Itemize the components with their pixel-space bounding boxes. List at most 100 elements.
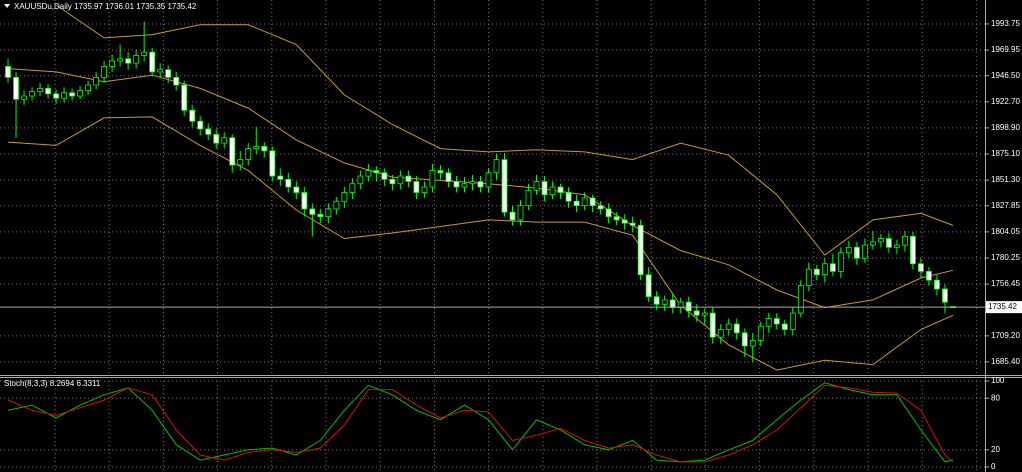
y-tick-label: 1851.30 [991,175,1020,184]
candle-body [189,109,196,122]
y-tick-label: 1875.10 [991,149,1020,158]
candle-body [573,200,580,207]
candle-body [37,87,43,93]
y-tick-label: 20 [991,445,1000,454]
candle-body [61,92,67,99]
candle-body [653,296,660,305]
indicator-line [7,384,954,463]
candle-body [485,172,492,188]
candle-body [853,246,860,259]
candle-body [661,299,668,305]
candle-body [886,238,892,248]
candle-body [894,244,900,248]
candle-body [437,170,444,174]
candle-body [797,285,804,314]
candle-body [269,150,276,177]
candle-body [373,170,380,174]
candle-body [837,252,844,272]
candle-body [125,58,132,64]
candle-body [389,178,396,185]
candle-body [21,95,27,100]
candle-body [613,216,620,221]
y-tick-label: 1922.70 [991,97,1020,106]
candle-body [781,323,788,330]
y-tick-label: 1827.85 [991,201,1020,210]
candle-body [517,205,524,221]
candle-body [261,146,268,152]
y-tick-label: 1780.25 [991,253,1020,262]
candle-body [877,238,884,243]
y-tick-label: 1756.45 [991,279,1020,288]
candle-body [902,235,908,246]
candle-body [173,76,180,86]
candle-body [926,271,932,281]
candle-body [685,301,692,312]
candle-body [317,214,324,218]
candle-body [429,170,436,188]
candle-body [149,51,156,73]
candle-body [733,323,740,334]
candle-body [605,208,612,218]
candle-body [301,192,308,210]
candle-body [934,279,940,290]
y-tick-label: 80 [991,393,1000,402]
candle-body [53,93,59,99]
candle-body [229,137,236,166]
candle-body [637,224,644,276]
candle-body [565,192,572,202]
candle-body [581,197,588,207]
candle-body [117,58,124,62]
candle-body [469,181,476,185]
candle-body [45,87,51,95]
current-price-label: 1735.42 [988,302,1017,311]
candle-body [693,310,700,316]
candle-body [741,332,748,347]
indicator-line [7,382,954,463]
candle-body [701,312,708,316]
candle-body [101,66,108,78]
candle-body [197,120,204,130]
candle-body [821,263,828,276]
candle-body [293,186,300,193]
candle-body [557,186,564,193]
candle-body [69,92,75,97]
candle-body [325,208,332,218]
current-price-box [986,301,1022,314]
chart-title: Stoch(8,3,3) 8.2694 6.3311 [4,379,101,388]
candle-body [5,66,11,78]
candle-body [237,159,244,166]
candle-body [942,288,948,303]
candle-body [165,69,172,78]
candle-body [477,181,484,188]
y-tick-label: 1898.90 [991,123,1020,132]
candle-body [141,51,148,56]
candle-body [365,170,372,177]
candle-body [221,137,228,144]
y-tick-label: 1969.95 [991,45,1020,54]
candle-body [333,200,340,210]
candle-body [773,318,780,325]
candle-body [589,197,596,207]
candle-body [805,268,812,287]
candle-body [493,159,500,174]
candle-body [405,175,412,182]
title-marker [4,4,10,8]
candle-body [461,183,468,188]
candle-body [253,146,260,150]
candle-body [861,244,868,259]
candle-body [277,175,284,180]
y-tick-label: 1709.20 [991,331,1020,340]
indicator-line [7,116,954,371]
y-tick-label: 1946.50 [991,71,1020,80]
candle-body [181,84,188,111]
chart-title: XAUUSDu,Daily 1735.97 1736.01 1735.35 17… [14,2,197,11]
candle-body [541,181,548,196]
candle-body [621,219,628,224]
candle-body [397,175,404,185]
candle-body [29,91,35,97]
candle-body [453,181,460,188]
candle-body [669,299,676,308]
candle-body [445,172,452,182]
candle-body [533,181,540,191]
